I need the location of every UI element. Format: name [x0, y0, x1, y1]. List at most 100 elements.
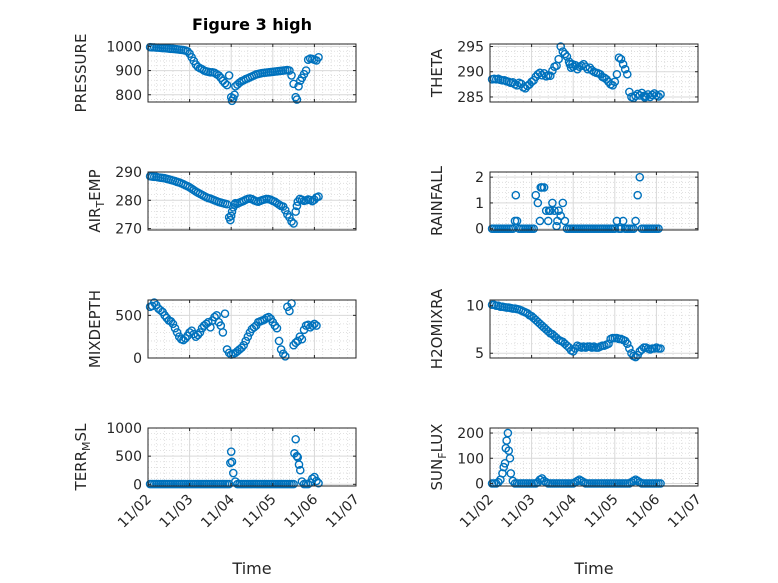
y-tick-label: 280: [115, 193, 142, 209]
data-point: [280, 351, 290, 361]
chart-3: 0 1 2 RAINFALL: [428, 165, 699, 238]
data-point: [546, 71, 555, 81]
data-point: [285, 212, 294, 222]
axes-box: [147, 43, 357, 103]
data-point: [503, 428, 513, 438]
y-tick-label: 100: [457, 451, 484, 467]
y-tick-label: 1: [475, 196, 484, 212]
y-axis-label-rest: EMP: [86, 169, 104, 200]
data-point: [505, 453, 515, 463]
data-point: [656, 344, 665, 353]
data-point: [276, 345, 286, 354]
data-point: [548, 198, 557, 208]
data-point: [303, 479, 313, 489]
y-tick-label: 800: [115, 88, 142, 104]
chart-2: 270 280 290 AIRTEMP: [86, 165, 357, 238]
data-point: [499, 462, 509, 472]
data-point: [308, 474, 317, 483]
data-point: [160, 311, 169, 320]
data-point: [237, 343, 246, 353]
data-point: [629, 224, 638, 234]
data-point: [500, 458, 510, 468]
data-point: [181, 334, 190, 343]
y-axis-label: THETA: [428, 48, 446, 98]
data-point: [531, 190, 541, 200]
data-point: [543, 216, 553, 226]
data-point: [535, 68, 545, 78]
data-point: [631, 216, 640, 226]
data-point: [633, 190, 642, 200]
y-axis-label-base: TERR: [72, 451, 90, 492]
y-tick-label: 10: [466, 299, 484, 315]
data-point: [289, 79, 298, 89]
data-point: [314, 478, 323, 488]
data-point: [614, 53, 624, 62]
data-point: [622, 339, 632, 349]
data-point: [625, 344, 634, 353]
chart-1: 285 290 295 THETA: [428, 40, 699, 106]
y-axis-label: SUNFLUX: [428, 424, 449, 491]
data-point: [270, 321, 280, 330]
y-tick-label: 2: [475, 170, 484, 186]
y-tick-label: 500: [115, 308, 142, 324]
data-point: [310, 319, 319, 329]
data-point: [294, 460, 304, 469]
data-point: [301, 66, 311, 75]
data-point: [620, 64, 630, 74]
data-point: [285, 66, 294, 75]
data-point: [548, 66, 557, 76]
data-point: [303, 320, 313, 330]
data-point: [602, 75, 611, 84]
data-point: [562, 341, 572, 350]
y-tick-label: 285: [457, 90, 484, 106]
data-point: [554, 206, 563, 215]
data-point: [616, 54, 626, 64]
data-point: [239, 340, 248, 350]
data-point: [292, 201, 302, 211]
y-axis-label: TERRMSL: [72, 423, 93, 492]
y-axis-label-subscript: T: [94, 201, 107, 209]
data-point: [308, 321, 317, 330]
data-point: [637, 345, 647, 354]
data-point: [278, 349, 288, 359]
data-point: [312, 321, 321, 330]
chart-0: 800 900 1000 PRESSURE: [72, 34, 357, 112]
data-point: [643, 90, 653, 99]
data-point: [291, 338, 300, 347]
axes-box: [147, 427, 357, 487]
data-point: [560, 49, 570, 59]
data-point: [612, 69, 622, 79]
data-point: [195, 328, 205, 337]
axes-box: [489, 299, 699, 359]
y-tick-label: 0: [475, 476, 484, 492]
data-point: [170, 323, 180, 333]
data-point: [562, 52, 572, 61]
data-point: [291, 434, 300, 444]
data-point: [249, 322, 259, 332]
data-point: [618, 59, 628, 69]
y-tick-label: 290: [115, 165, 142, 181]
data-point: [535, 216, 545, 226]
data-point: [289, 479, 298, 489]
data-point: [556, 42, 566, 51]
x-axis-label-right: Time: [573, 559, 613, 578]
data-point: [579, 59, 588, 69]
data-point: [314, 52, 323, 62]
y-tick-label: 900: [115, 64, 142, 80]
data-point: [560, 216, 570, 226]
data-point: [294, 81, 303, 91]
data-point: [558, 198, 568, 208]
data-point: [556, 211, 566, 221]
data-point: [508, 224, 518, 234]
data-point: [220, 78, 230, 88]
x-axis-label-left: Time: [231, 559, 271, 578]
data-point: [289, 219, 298, 228]
data-point: [570, 60, 580, 70]
data-point: [293, 336, 303, 346]
y-axis-label-subscript: M: [80, 441, 93, 451]
data-point: [168, 319, 178, 329]
y-axis-label: RAINFALL: [428, 165, 446, 236]
y-tick-label: 295: [457, 40, 484, 56]
data-point: [224, 348, 234, 358]
axes-box: [147, 171, 357, 231]
